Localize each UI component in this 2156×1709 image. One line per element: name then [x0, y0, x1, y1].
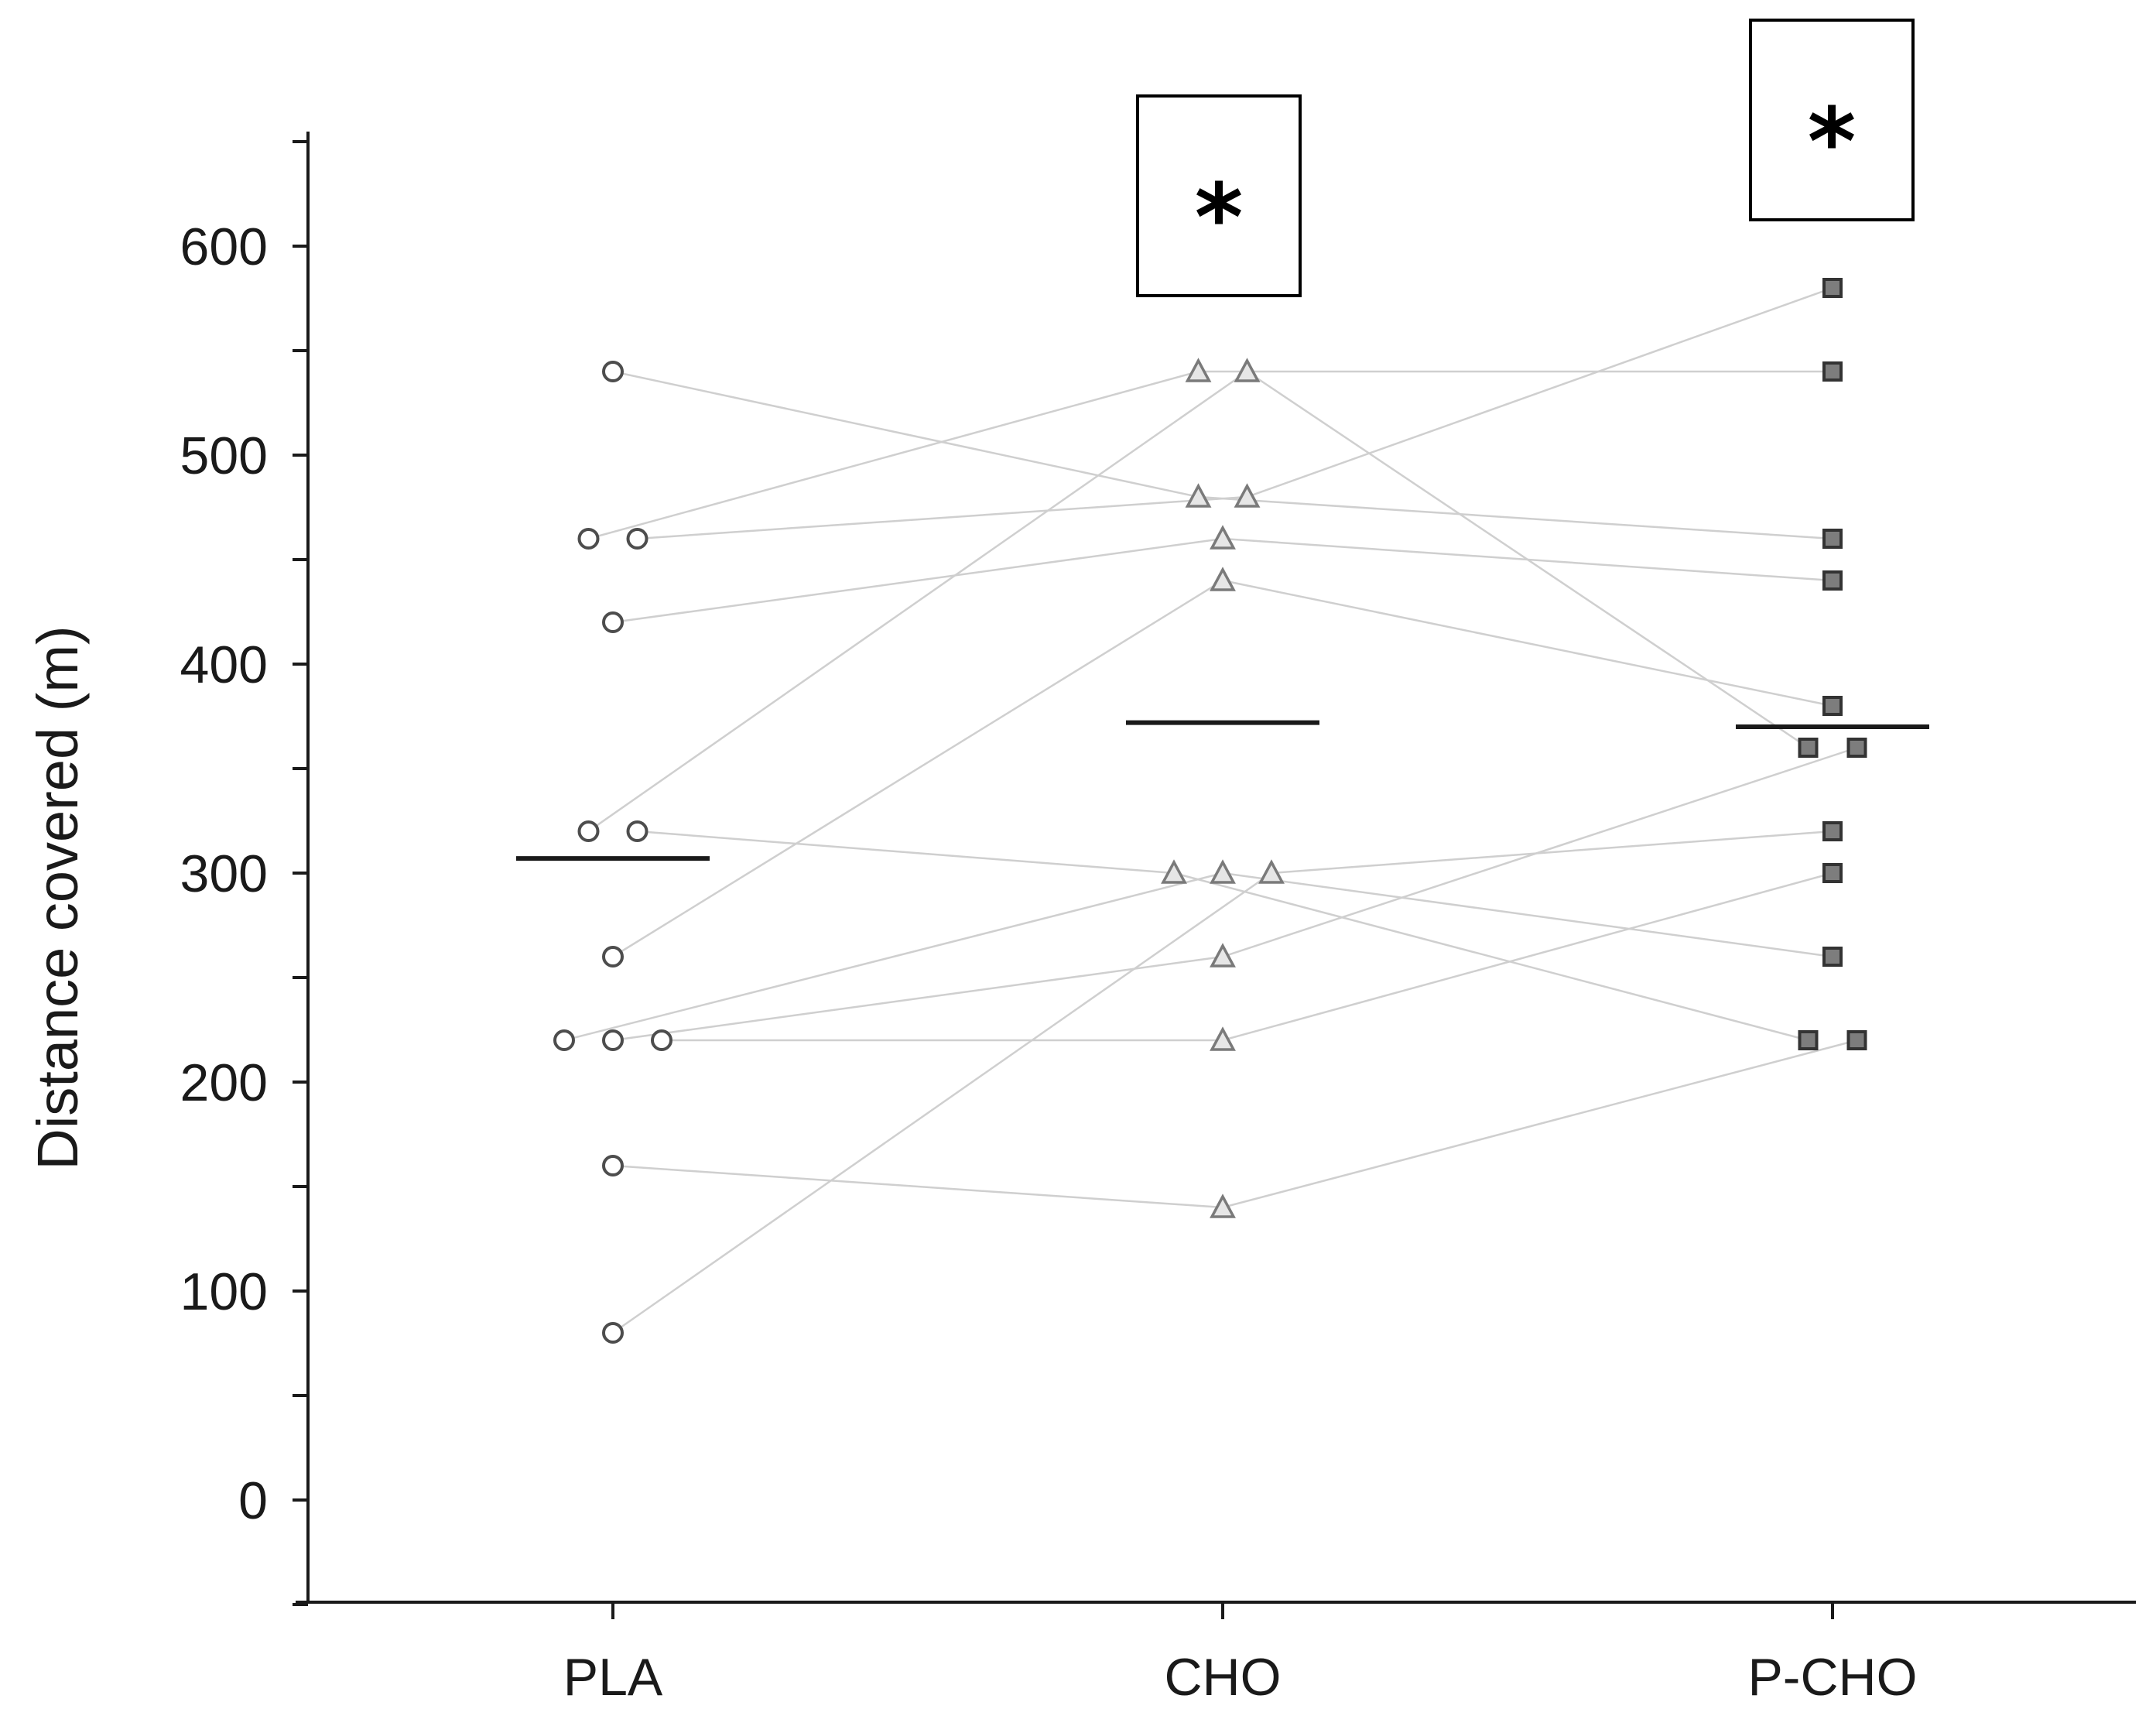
data-point-circle [602, 1322, 624, 1344]
data-point-triangle [1185, 483, 1212, 508]
y-tick-label: 400 [180, 635, 268, 694]
data-point-circle [602, 611, 624, 633]
data-point-circle [577, 528, 600, 550]
data-point-circle [626, 820, 649, 842]
data-point-triangle [1210, 943, 1236, 968]
x-tick-label-pla: PLA [563, 1648, 663, 1707]
data-point-square [1798, 738, 1819, 758]
data-point-square [1846, 738, 1867, 758]
data-point-triangle [1210, 859, 1236, 884]
data-point-circle [602, 361, 624, 382]
significance-annotations: ** [1136, 19, 1915, 297]
data-point-square [1822, 529, 1843, 549]
data-point-triangle [1210, 1026, 1236, 1051]
data-point-triangle [1210, 567, 1236, 591]
axes [296, 132, 2136, 1604]
data-point-triangle [1234, 483, 1261, 508]
data-point-circle [602, 1155, 624, 1176]
data-point-square [1822, 696, 1843, 716]
data-point-triangle [1185, 358, 1212, 382]
y-tick-label: 600 [180, 217, 268, 276]
data-point-square [1846, 1030, 1867, 1050]
participant-line [612, 1039, 1857, 1209]
connector-lines [563, 286, 1857, 1334]
data-point-square [1822, 570, 1843, 591]
data-point-square [1822, 863, 1843, 883]
y-axis-title: Distance covered (m) [26, 625, 90, 1170]
data-point-circle [651, 1029, 672, 1051]
mean-lines [516, 720, 1929, 861]
significance-asterisk: * [1808, 89, 1857, 197]
participant-line [612, 579, 1833, 958]
y-tick-label: 100 [180, 1262, 268, 1321]
data-point-circle [553, 1029, 575, 1051]
data-point-triangle [1210, 1194, 1236, 1218]
data-point-triangle [1161, 859, 1187, 884]
y-tick-label: 200 [180, 1053, 268, 1112]
x-tick-label-cho: CHO [1164, 1648, 1281, 1707]
data-point-circle [602, 1029, 624, 1051]
data-point-circle [602, 946, 624, 968]
significance-asterisk: * [1195, 165, 1244, 272]
x-ticks: PLA CHO P-CHO [563, 1602, 1918, 1707]
participant-line [563, 872, 1833, 1042]
data-point-square [1822, 361, 1843, 382]
significance-box-cho [1136, 94, 1302, 297]
data-markers [553, 278, 1867, 1344]
data-point-circle [626, 528, 649, 550]
data-point-triangle [1210, 525, 1236, 550]
participant-line [612, 830, 1833, 1334]
data-point-triangle [1258, 859, 1285, 884]
participant-line [662, 872, 1833, 1042]
data-point-square [1798, 1030, 1819, 1050]
data-point-square [1822, 821, 1843, 841]
participant-line [612, 370, 1833, 540]
data-point-circle [577, 820, 600, 842]
y-tick-label: 500 [180, 426, 268, 485]
participant-line [637, 286, 1833, 540]
x-tick-label-p-cho: P-CHO [1747, 1648, 1917, 1707]
y-tick-label: 0 [238, 1471, 268, 1530]
significance-box-p-cho [1749, 19, 1915, 221]
participant-line [612, 746, 1857, 1042]
data-point-square [1822, 947, 1843, 967]
y-tick-label: 300 [180, 844, 268, 903]
data-point-triangle [1234, 358, 1261, 382]
y-ticks: 0 100 200 300 400 500 600 [180, 140, 308, 1606]
data-point-square [1822, 278, 1843, 298]
